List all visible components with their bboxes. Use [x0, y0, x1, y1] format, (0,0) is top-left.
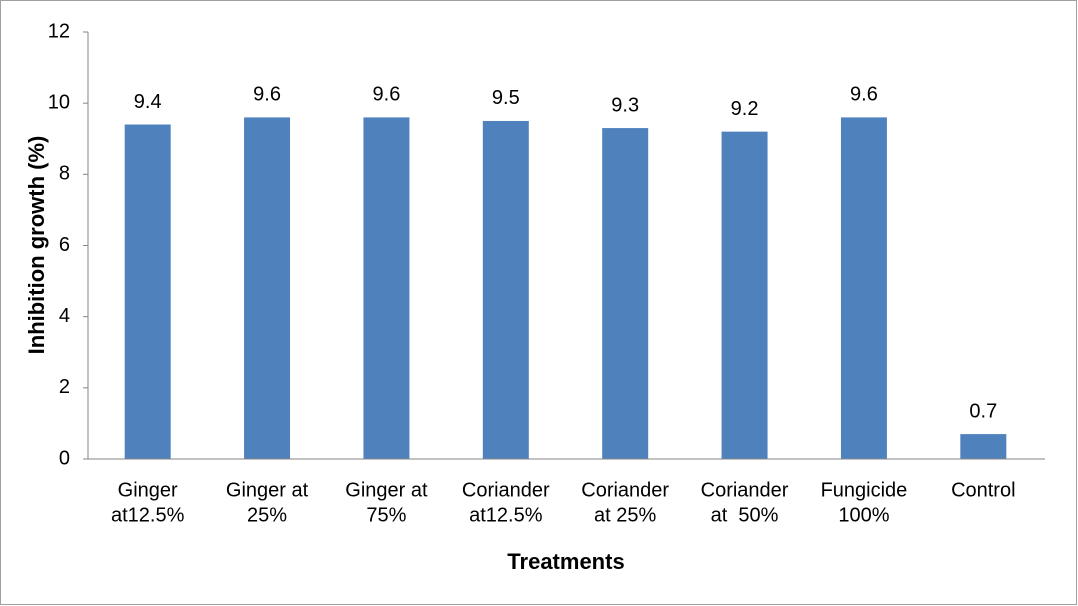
x-tick-label: 75%	[366, 504, 406, 526]
bar	[363, 117, 410, 460]
x-tick-label: Coriander	[462, 479, 550, 501]
x-tick-label: at12.5%	[111, 504, 185, 526]
x-tick-label: Ginger	[118, 479, 178, 501]
data-label: 9.3	[611, 94, 639, 116]
x-tick-label: Fungicide	[821, 479, 908, 501]
x-tick-label: Ginger at	[226, 479, 309, 501]
x-axis-title: Treatments	[507, 549, 624, 574]
x-tick-label: at12.5%	[469, 504, 543, 526]
y-axis-title: Inhibition growth (%)	[24, 136, 49, 355]
data-label: 9.6	[373, 84, 401, 106]
y-tick-label: 2	[59, 376, 70, 398]
data-label: 9.6	[253, 84, 281, 106]
x-tick-label: Control	[951, 479, 1015, 501]
y-tick-label: 8	[59, 163, 70, 185]
bar	[840, 117, 887, 460]
data-label: 9.5	[492, 87, 520, 109]
x-tick-label: at 50%	[711, 504, 779, 526]
x-tick-label: Ginger at	[345, 479, 428, 501]
bar	[960, 434, 1007, 459]
x-tick-label: 25%	[247, 504, 287, 526]
y-tick-label: 4	[59, 305, 70, 327]
data-label: 9.4	[134, 91, 162, 113]
x-tick-label: Coriander	[581, 479, 669, 501]
x-tick-label: Coriander	[701, 479, 789, 501]
data-label: 9.2	[731, 98, 759, 120]
data-label: 9.6	[850, 84, 878, 106]
y-tick-label: 0	[59, 447, 70, 469]
data-label: 0.7	[969, 400, 997, 422]
bar	[721, 131, 768, 459]
bar	[482, 120, 529, 459]
bar	[244, 117, 291, 460]
x-tick-label: at 25%	[594, 504, 656, 526]
y-tick-label: 6	[59, 234, 70, 256]
bar	[602, 128, 649, 459]
bar	[124, 124, 171, 460]
y-tick-label: 10	[48, 91, 70, 113]
x-tick-label: 100%	[838, 504, 889, 526]
y-tick-label: 12	[48, 20, 70, 42]
